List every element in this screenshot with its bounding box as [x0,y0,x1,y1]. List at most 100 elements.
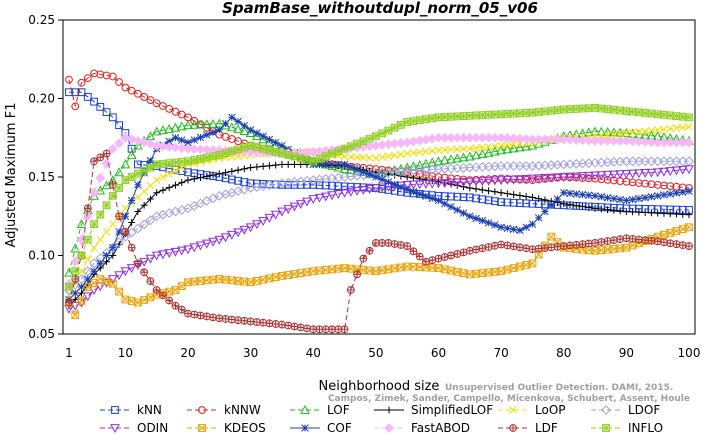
data-point [622,208,630,215]
data-point [278,180,286,189]
data-point [227,315,236,324]
y-tick-label: 0.05 [28,327,55,341]
data-point [497,198,506,207]
data-point [384,152,393,161]
data-point [591,239,599,247]
data-point [234,176,242,185]
data-point [415,116,424,125]
data-point [378,153,386,161]
data-point [478,244,487,253]
data-point [333,190,344,200]
data-point [384,178,393,186]
data-point [377,183,387,193]
data-point [172,181,179,189]
data-point [547,232,556,241]
data-point [484,219,493,227]
data-point [290,270,299,278]
data-point [77,251,86,260]
data-point [616,235,625,244]
data-point [484,268,493,277]
data-point [578,190,587,199]
x-tick-label: 20 [180,346,195,360]
data-point [522,193,530,200]
data-point [226,122,237,132]
data-point [240,121,249,130]
data-point [303,268,311,277]
data-point [403,185,411,194]
x-tick-label: 100 [678,346,701,360]
data-point [521,174,532,184]
data-point [577,135,588,146]
data-point [440,265,449,274]
data-point [516,262,524,271]
data-point [89,258,99,269]
data-point [190,175,198,183]
data-point [352,186,362,196]
data-point [234,117,242,126]
data-point [503,141,512,149]
data-point [159,159,167,168]
data-point [390,180,399,189]
data-point [597,246,606,255]
data-point [415,148,424,156]
legend-item-ldf: LDF [498,421,558,434]
data-point [139,257,149,267]
data-point [77,78,86,87]
data-point [527,174,538,184]
data-point [541,196,549,204]
data-point [541,207,549,216]
legend-marker [198,424,206,432]
data-point [660,238,668,247]
data-point [133,89,142,98]
data-point [603,131,612,139]
legend-marker [110,424,120,434]
data-point [252,143,261,152]
data-point [635,194,643,203]
data-point [140,187,148,196]
data-point [572,240,581,249]
data-point [83,235,92,244]
data-point [233,228,243,238]
data-point [101,180,112,190]
data-point [572,190,581,198]
data-point [628,128,637,137]
data-point [603,193,612,202]
data-point [579,203,586,210]
data-point [408,161,419,171]
data-point [320,192,331,202]
data-point [208,237,218,247]
data-point [635,128,643,136]
data-point [472,194,480,203]
data-point [252,220,262,230]
data-point [415,263,424,272]
data-point [102,149,111,158]
data-point [528,220,537,228]
data-point [490,197,499,206]
data-point [678,188,687,196]
legend-marker [300,404,310,414]
data-point [221,315,230,323]
data-point [184,176,192,184]
data-point [533,174,544,184]
data-point [553,106,562,115]
data-point [515,133,525,144]
data-point [491,221,499,229]
data-point [109,243,117,252]
data-point [246,141,255,150]
data-point [107,242,118,253]
legend-item-knn: kNN [100,403,162,417]
data-point [521,134,532,144]
data-point [65,75,73,84]
watermark-line2: Campos, Zimek, Sander, Campello, Micenko… [328,394,690,404]
series-line-odin [68,168,690,310]
data-point [421,180,431,189]
data-point [109,252,117,259]
data-point [90,220,98,228]
data-point [685,123,693,131]
data-point [121,212,130,221]
data-point [259,318,268,327]
data-point [503,265,512,274]
data-point [277,207,287,217]
data-point [176,143,187,154]
data-point [234,166,242,174]
